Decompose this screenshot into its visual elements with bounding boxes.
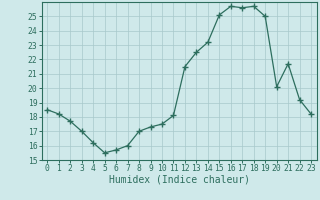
X-axis label: Humidex (Indice chaleur): Humidex (Indice chaleur) (109, 175, 250, 185)
